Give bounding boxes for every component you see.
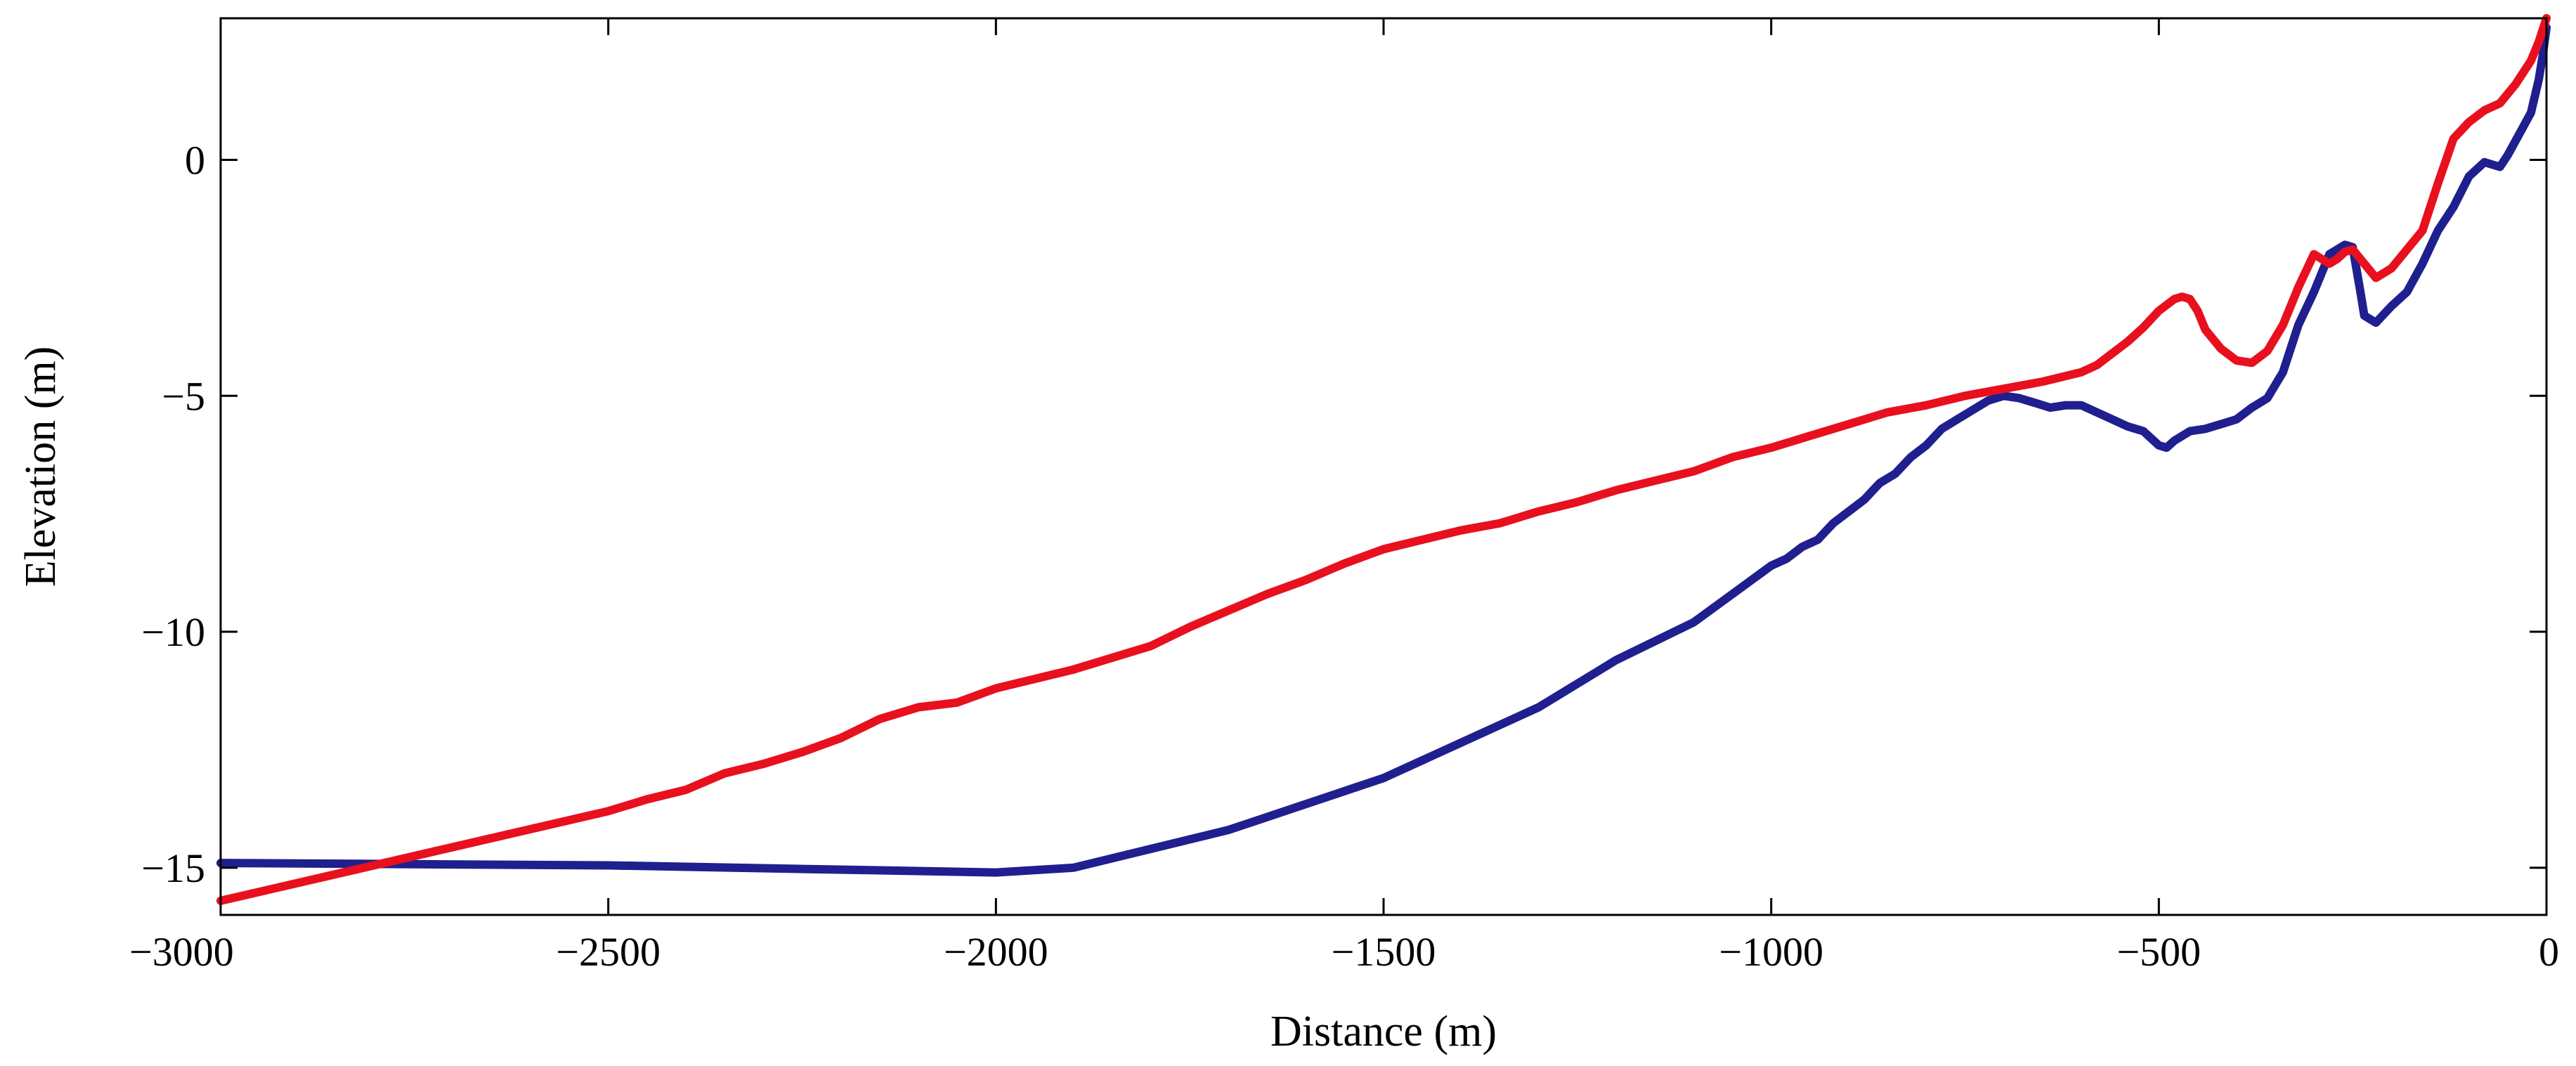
y-tick-label: 0	[185, 137, 205, 183]
y-tick-label: −5	[162, 373, 205, 419]
x-tick-label: −1500	[1332, 929, 1436, 975]
x-axis: −3000 −2500 −2000 −1500 −1000 −500 0	[129, 18, 2559, 975]
series-line-blue	[216, 23, 2551, 877]
x-tick-label: −3000	[129, 929, 234, 975]
x-tick-label: 0	[2539, 929, 2559, 975]
x-axis-title: Distance (m)	[1270, 1008, 1497, 1055]
y-tick-label: −15	[141, 845, 205, 891]
y-axis-title: Elevation (m)	[17, 346, 65, 587]
y-tick-label: −10	[141, 609, 205, 655]
x-tick-label: −2000	[944, 929, 1048, 975]
series-line-red	[216, 14, 2551, 905]
x-tick-label: −2500	[556, 929, 661, 975]
series-group	[216, 14, 2551, 905]
y-axis: 0 −5 −10 −15	[141, 137, 2546, 891]
x-tick-label: −500	[2116, 929, 2201, 975]
x-tick-label: −1000	[1719, 929, 1823, 975]
